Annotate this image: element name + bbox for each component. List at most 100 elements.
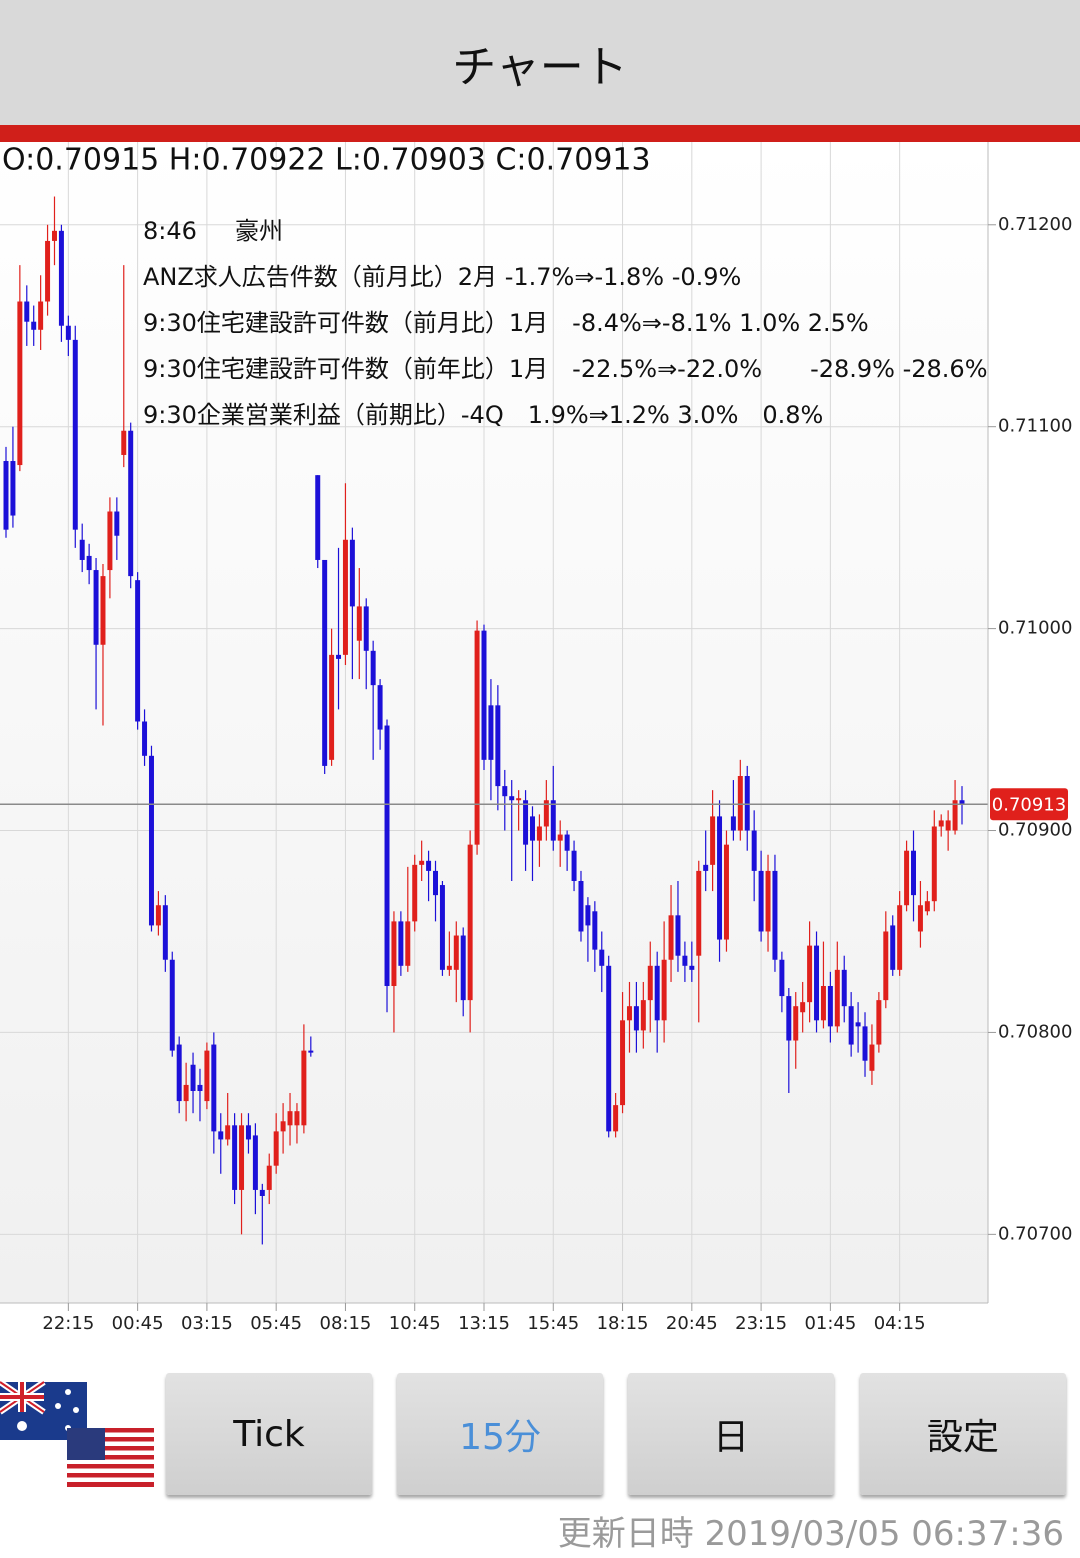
day-button[interactable]: 日 xyxy=(628,1373,834,1495)
candle-body xyxy=(620,1020,626,1106)
candle-body xyxy=(592,911,598,950)
candle-body xyxy=(433,870,439,896)
annotations: 8:46 豪州 ANZ求人広告件数（前月比）2月 -1.7%⇒-1.8% -0.9… xyxy=(143,217,988,429)
candle-body xyxy=(336,654,342,659)
candle-body xyxy=(148,755,154,926)
annotation: 9:30住宅建設許可件数（前年比）1月 -22.5%⇒-22.0% -28.9%… xyxy=(143,355,988,383)
candle-body xyxy=(190,1064,196,1091)
candle-body xyxy=(668,915,674,960)
candle-body xyxy=(488,705,494,760)
candle-body xyxy=(86,555,92,571)
candle-body xyxy=(349,539,355,607)
candle-body xyxy=(93,570,99,645)
x-tick-label: 08:15 xyxy=(320,1313,372,1334)
candle-body xyxy=(661,959,667,1021)
annotation: 9:30住宅建設許可件数（前月比）1月 -8.4%⇒-8.1% 1.0% 2.5… xyxy=(143,309,869,337)
candle-body xyxy=(315,475,321,560)
candle-body xyxy=(45,240,51,302)
candle-body xyxy=(848,1006,854,1045)
candle-body xyxy=(765,870,771,932)
candle-body xyxy=(245,1125,251,1140)
candle-body xyxy=(710,816,716,865)
candle-body xyxy=(557,834,563,841)
candle-body xyxy=(536,826,542,841)
x-tick-label: 22:15 xyxy=(42,1313,94,1334)
candle-body xyxy=(911,850,917,896)
candle-body xyxy=(426,860,432,871)
candle-body xyxy=(585,905,591,926)
candle-body xyxy=(294,1111,300,1126)
candle-body xyxy=(356,606,362,641)
x-tick-label: 00:45 xyxy=(112,1313,164,1334)
candle-body xyxy=(786,996,792,1041)
x-tick-label: 18:15 xyxy=(597,1313,649,1334)
chart: 0.70700 0.70800 0.70900 0.71000 0.71100 0.712… xyxy=(0,142,1072,1487)
candle-body xyxy=(252,1135,258,1190)
candle-body xyxy=(897,905,903,970)
candle-body xyxy=(377,685,383,730)
candle-body xyxy=(31,321,37,330)
candle-body xyxy=(862,1026,868,1061)
candle-body xyxy=(322,559,328,766)
candle-body xyxy=(273,1131,279,1166)
y-tick-label: 0.70900 xyxy=(998,820,1072,841)
candle-body xyxy=(239,1125,245,1190)
price-label: 0.70913 xyxy=(992,794,1066,815)
candle-body xyxy=(959,800,965,805)
candle-body xyxy=(412,864,418,922)
candle-body xyxy=(938,820,944,827)
candle-body xyxy=(814,945,820,1021)
candle-body xyxy=(883,931,889,1001)
candle-body xyxy=(516,798,522,801)
axes: 0.70700 0.70800 0.70900 0.71000 0.71100 0.712… xyxy=(42,214,1072,1334)
candle-body xyxy=(474,630,480,845)
candle-body xyxy=(287,1111,293,1126)
x-tick-label: 23:15 xyxy=(735,1313,787,1334)
annotation: ANZ求人広告件数（前月比）2月 -1.7%⇒-1.8% -0.9% xyxy=(143,263,741,291)
candle-body xyxy=(543,800,549,827)
candle-body xyxy=(640,1000,646,1031)
candle-body xyxy=(419,860,425,865)
candle-body xyxy=(737,776,743,831)
tick-button[interactable]: Tick xyxy=(166,1373,372,1495)
x-tick-label: 15:45 xyxy=(527,1313,579,1334)
candle-body xyxy=(509,796,515,801)
annotation: 9:30企業営業利益（前期比）-4Q 1.9%⇒1.2% 3.0% 0.8% xyxy=(143,401,823,429)
candle-body xyxy=(24,301,30,322)
candle-body xyxy=(38,301,44,330)
candle-body xyxy=(654,965,660,1021)
candle-body xyxy=(439,885,445,970)
app-title: チャート xyxy=(0,0,1080,125)
candle-body xyxy=(820,985,826,1021)
x-tick-label: 03:15 xyxy=(181,1313,233,1334)
candle-body xyxy=(924,901,930,912)
x-tick-label: 13:15 xyxy=(458,1313,510,1334)
candle-body xyxy=(135,580,141,722)
settings-button[interactable]: 設定 xyxy=(860,1373,1066,1495)
15min-button[interactable]: 15分 xyxy=(397,1373,603,1495)
candle-body xyxy=(65,325,71,340)
candle-body xyxy=(197,1084,203,1091)
candle-body xyxy=(495,705,501,787)
candle-body xyxy=(841,969,847,1007)
candle-body xyxy=(703,864,709,871)
candle-body xyxy=(904,850,910,906)
candle-body xyxy=(952,800,958,831)
candle-body xyxy=(398,921,404,966)
candle-body xyxy=(142,721,148,756)
candle-body xyxy=(834,969,840,1027)
candle-body xyxy=(384,725,390,986)
candle-body xyxy=(945,820,951,831)
candle-body xyxy=(280,1121,286,1132)
accent-bar xyxy=(0,125,1080,142)
candle-body xyxy=(162,905,168,960)
candle-body xyxy=(696,870,702,956)
y-tick-label: 0.71200 xyxy=(998,214,1072,235)
candle-body xyxy=(391,921,397,986)
candle-body xyxy=(772,870,778,960)
candle-body xyxy=(481,630,487,760)
candle-body xyxy=(626,1006,632,1021)
candle-body xyxy=(890,925,896,970)
candle-body xyxy=(405,921,411,966)
